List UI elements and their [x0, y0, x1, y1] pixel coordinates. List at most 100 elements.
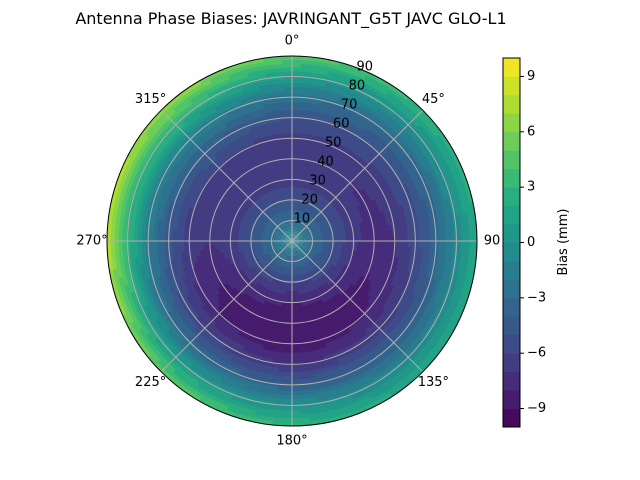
field-cell	[296, 159, 302, 165]
field-cell	[432, 167, 442, 179]
field-cell	[314, 223, 320, 228]
field-cell	[297, 140, 304, 146]
field-cell	[296, 214, 300, 219]
field-cell	[302, 203, 307, 209]
field-cell	[295, 229, 298, 235]
field-cell	[443, 161, 452, 174]
field-cell	[292, 182, 296, 188]
field-cell	[305, 196, 310, 202]
field-cell	[299, 236, 304, 239]
field-cell	[292, 59, 304, 65]
field-cell	[292, 97, 301, 103]
field-cell	[292, 228, 294, 234]
field-cell	[311, 225, 317, 230]
field-cell	[343, 79, 355, 87]
field-cell	[326, 74, 338, 82]
field-cell	[292, 113, 301, 118]
field-cell	[299, 97, 309, 104]
field-cell	[347, 64, 361, 73]
field-cell	[443, 139, 454, 153]
field-cell	[300, 159, 306, 165]
field-cell	[439, 163, 449, 176]
field-cell	[302, 212, 307, 218]
field-cell	[333, 186, 340, 193]
field-cell	[299, 86, 310, 92]
field-cell	[295, 213, 299, 219]
field-cell	[306, 209, 310, 215]
field-cell	[300, 78, 311, 85]
field-cell	[293, 233, 296, 238]
field-cell	[292, 128, 300, 134]
field-cell	[304, 229, 309, 233]
field-cell	[292, 120, 300, 126]
field-cell	[298, 234, 303, 238]
field-cell	[320, 228, 326, 232]
field-cell	[299, 206, 304, 212]
field-cell	[337, 97, 348, 105]
field-cell	[303, 228, 309, 233]
field-cell	[312, 221, 318, 226]
field-cell	[438, 153, 448, 166]
field-cell	[336, 69, 349, 77]
field-cell	[327, 70, 339, 78]
field-cell	[295, 237, 300, 240]
field-cell	[299, 214, 303, 220]
field-cell	[356, 67, 370, 77]
field-cell	[305, 231, 311, 235]
field-cell	[313, 222, 319, 227]
field-cell	[352, 78, 365, 87]
field-cell	[292, 159, 298, 165]
field-cell	[446, 160, 456, 173]
field-cell	[365, 71, 378, 81]
field-cell	[298, 121, 306, 127]
field-cell	[292, 163, 297, 168]
field-cell	[300, 152, 307, 158]
field-cell	[298, 233, 303, 237]
field-cell	[338, 93, 349, 102]
field-cell	[322, 223, 328, 228]
field-cell	[306, 205, 311, 211]
field-cell	[292, 194, 295, 199]
field-cell	[297, 222, 301, 227]
field-cell	[453, 156, 463, 170]
field-cell	[299, 223, 303, 228]
field-cell	[429, 178, 438, 189]
field-cell	[293, 233, 296, 238]
field-cell	[418, 182, 427, 193]
field-cell	[302, 235, 308, 238]
field-cell	[295, 230, 299, 235]
field-cell	[295, 174, 300, 180]
field-cell	[328, 67, 340, 74]
field-cell	[295, 167, 301, 173]
field-cell	[299, 90, 310, 96]
field-cell	[295, 237, 300, 240]
field-cell	[457, 165, 466, 178]
field-cell	[301, 207, 305, 213]
field-cell	[301, 211, 306, 217]
field-cell	[339, 90, 351, 98]
field-cell	[436, 174, 445, 186]
field-cell	[435, 155, 445, 168]
field-cell	[301, 144, 309, 150]
field-cell	[294, 229, 296, 234]
field-cell	[305, 218, 310, 224]
field-cell	[450, 168, 459, 181]
field-cell	[301, 231, 306, 235]
field-cell	[296, 144, 304, 150]
field-cell	[295, 238, 300, 240]
field-cell	[301, 225, 306, 230]
field-cell	[306, 232, 311, 236]
field-cell	[299, 223, 303, 229]
field-cell	[330, 91, 342, 99]
field-cell	[293, 229, 296, 234]
field-cell	[304, 212, 308, 218]
field-cell	[316, 228, 322, 232]
field-cell	[299, 163, 305, 169]
field-cell	[296, 226, 299, 231]
field-cell	[295, 171, 301, 176]
field-cell	[294, 225, 297, 230]
field-cell	[351, 82, 363, 91]
field-cell	[297, 210, 301, 216]
field-cell	[307, 220, 312, 225]
